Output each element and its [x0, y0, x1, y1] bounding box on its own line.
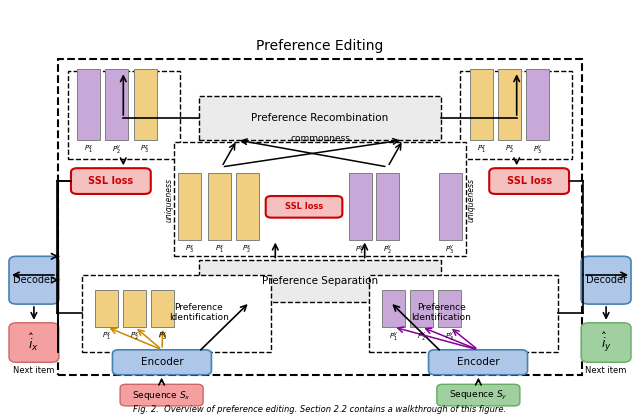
Bar: [410, 289, 433, 327]
Bar: [439, 173, 462, 240]
Bar: [208, 173, 231, 240]
Text: uniqueness: uniqueness: [164, 178, 174, 222]
Text: $P_3^z$: $P_3^z$: [140, 144, 150, 156]
Bar: [68, 71, 179, 158]
Text: commonness: commonness: [290, 134, 350, 143]
FancyBboxPatch shape: [9, 323, 59, 362]
FancyBboxPatch shape: [489, 168, 569, 194]
Text: $P_1^y$: $P_1^y$: [355, 244, 365, 256]
Text: Next item: Next item: [13, 366, 54, 374]
FancyBboxPatch shape: [437, 384, 520, 406]
Bar: [83, 275, 271, 352]
Bar: [152, 289, 174, 327]
Text: $P_2^z$: $P_2^z$: [505, 144, 515, 156]
Text: $P_2^x$: $P_2^x$: [130, 331, 140, 343]
FancyBboxPatch shape: [429, 350, 527, 375]
FancyBboxPatch shape: [581, 323, 631, 362]
Text: uniqueness: uniqueness: [466, 178, 476, 222]
Text: Preference Recombination: Preference Recombination: [252, 113, 388, 123]
Bar: [106, 69, 129, 140]
Text: Preference Separation: Preference Separation: [262, 276, 378, 286]
Text: SSL loss: SSL loss: [507, 176, 552, 186]
Bar: [58, 59, 582, 375]
Text: $P_3^y$: $P_3^y$: [445, 331, 454, 343]
Text: Next item: Next item: [586, 366, 627, 374]
FancyBboxPatch shape: [113, 350, 211, 375]
Text: Preference
Identification: Preference Identification: [412, 303, 471, 322]
Bar: [198, 96, 442, 140]
Text: Preference Editing: Preference Editing: [256, 39, 384, 53]
Text: $P_1^y$: $P_1^y$: [388, 331, 398, 343]
Bar: [498, 69, 521, 140]
Text: Decoder: Decoder: [586, 275, 627, 285]
Text: $P_2^y$: $P_2^y$: [383, 244, 392, 256]
Bar: [134, 69, 157, 140]
Bar: [470, 69, 493, 140]
FancyBboxPatch shape: [9, 256, 59, 304]
FancyBboxPatch shape: [581, 256, 631, 304]
Text: $P_1^z$: $P_1^z$: [477, 144, 486, 156]
Text: Preference
Identification: Preference Identification: [169, 303, 228, 322]
Text: Sequence $S_x$: Sequence $S_x$: [132, 389, 191, 402]
Bar: [376, 173, 399, 240]
Text: SSL loss: SSL loss: [285, 202, 323, 211]
Text: $P_1^x$: $P_1^x$: [102, 331, 111, 343]
Bar: [95, 289, 118, 327]
Text: $P_1^x$: $P_1^x$: [84, 144, 93, 156]
Bar: [178, 173, 201, 240]
Text: Encoder: Encoder: [141, 357, 183, 367]
Bar: [369, 275, 557, 352]
Bar: [382, 289, 405, 327]
Text: $P_3^x$: $P_3^x$: [158, 331, 168, 343]
Bar: [349, 173, 372, 240]
Bar: [526, 69, 549, 140]
Bar: [438, 289, 461, 327]
Text: $\hat{i}_y$: $\hat{i}_y$: [600, 331, 612, 354]
Text: $P_3^y$: $P_3^y$: [533, 144, 543, 156]
FancyBboxPatch shape: [266, 196, 342, 218]
FancyBboxPatch shape: [71, 168, 151, 194]
Text: $P_2^y$: $P_2^y$: [112, 144, 122, 156]
Text: $P_2^x$: $P_2^x$: [243, 244, 252, 256]
Text: $P_3^y$: $P_3^y$: [445, 244, 455, 256]
Text: SSL loss: SSL loss: [88, 176, 133, 186]
Text: $P_2^y$: $P_2^y$: [417, 331, 426, 343]
Text: $P_3^x$: $P_3^x$: [185, 244, 195, 256]
Bar: [77, 69, 100, 140]
Bar: [236, 173, 259, 240]
Bar: [461, 71, 572, 158]
Text: Fig. 2.  Overview of preference editing. Section 2.2 contains a walkthrough of t: Fig. 2. Overview of preference editing. …: [133, 405, 507, 414]
Text: Sequence $S_y$: Sequence $S_y$: [449, 389, 508, 402]
Text: $P_1^x$: $P_1^x$: [215, 244, 225, 256]
Text: $\hat{i}_x$: $\hat{i}_x$: [28, 332, 40, 353]
Text: Encoder: Encoder: [457, 357, 499, 367]
Bar: [174, 142, 466, 256]
Text: Decoder: Decoder: [13, 275, 54, 285]
Bar: [124, 289, 147, 327]
Bar: [198, 261, 442, 302]
FancyBboxPatch shape: [120, 384, 203, 406]
